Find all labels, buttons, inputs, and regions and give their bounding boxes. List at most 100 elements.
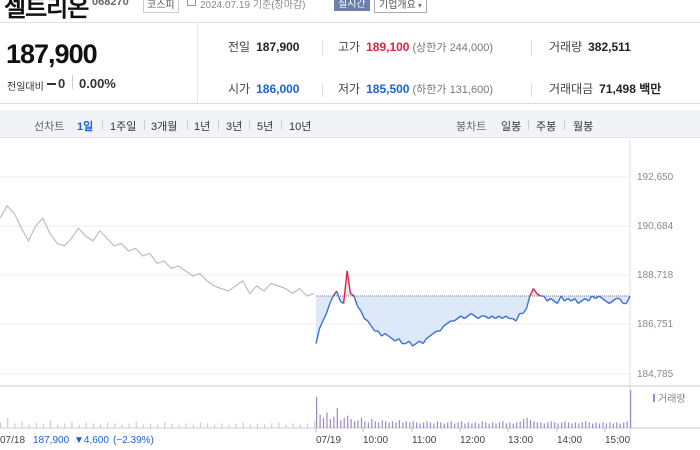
today-line-segment — [370, 325, 376, 332]
today-line-segment — [570, 297, 576, 302]
volume-bar-prev — [306, 423, 309, 428]
high-value: 189,100 — [366, 40, 410, 54]
price-chart[interactable]: 192,650 190,684 188,718 186,751 184,785 거래량 … — [0, 140, 700, 450]
today-line-segment — [563, 297, 569, 302]
stock-name[interactable]: 셀트리온 — [4, 0, 89, 22]
volume-bar-prev — [242, 422, 244, 428]
today-line-segment — [315, 328, 321, 344]
today-line-segment — [491, 315, 496, 320]
volume-bar-today — [481, 421, 483, 428]
low-value: 185,500 — [366, 82, 410, 96]
volume-bar-today — [395, 422, 397, 428]
volume-bar-today — [322, 417, 325, 428]
today-line-segment — [612, 297, 617, 302]
stock-header: 셀트리온 068270 코스피 2024.07.19 기준(장마감) 실시간 기… — [0, 0, 700, 22]
volume-bar-prev — [107, 422, 109, 428]
upper-limit: (상한가 244,000) — [412, 42, 493, 54]
period-1w[interactable]: 1주일 — [110, 121, 137, 133]
divider — [528, 120, 529, 130]
candle-daily[interactable]: 일봉 — [501, 121, 522, 133]
period-3m[interactable]: 3개월 — [151, 121, 178, 133]
volume-bar-today — [426, 421, 428, 428]
today-line-segment — [429, 332, 434, 337]
volume-bar-prev — [178, 424, 180, 428]
today-line-segment — [325, 303, 331, 314]
volume-bars: 거래량 — [0, 390, 686, 428]
volume-bar-prev — [121, 424, 123, 428]
volume-bar-today — [409, 422, 411, 428]
volume-bar-prev — [50, 420, 52, 428]
today-line-segment — [498, 315, 503, 320]
volume-bar-today — [492, 422, 494, 428]
today-line-segment — [560, 295, 565, 302]
volume-bar-today — [364, 421, 366, 428]
previous-day-line — [0, 204, 315, 297]
today-line-segment — [336, 290, 341, 302]
realtime-button[interactable]: 실시간 — [334, 0, 370, 11]
period-3y[interactable]: 3년 — [226, 121, 243, 133]
current-price: 187,900 — [6, 39, 98, 69]
volume-bar-prev — [92, 423, 94, 428]
divider — [322, 83, 323, 97]
today-line-segment — [398, 338, 403, 345]
volume-bar-today — [519, 421, 521, 428]
today-line-segment — [356, 305, 362, 312]
stock-code: 068270 — [92, 0, 129, 8]
today-line-segment — [619, 298, 624, 304]
volume-bar-prev — [157, 424, 159, 428]
today-line-segment — [415, 340, 420, 345]
volume-bar-prev — [85, 422, 87, 428]
volume-bar-prev — [221, 423, 223, 428]
volume-bar-prev — [142, 424, 144, 428]
volume-bar-prev — [207, 423, 209, 428]
volume-bar-today — [619, 423, 621, 428]
today-line-segment — [605, 300, 610, 305]
x-tick-label: 14:00 — [557, 435, 582, 446]
company-overview-button[interactable]: 기업개요 ▾ — [374, 0, 427, 13]
period-1y[interactable]: 1년 — [194, 121, 211, 133]
high-price: 고가 189,100 (상한가 244,000) — [338, 38, 493, 58]
today-line-segment — [422, 338, 427, 344]
y-tick-label: 188,718 — [637, 270, 674, 281]
divider — [564, 120, 565, 130]
today-line-segment — [318, 320, 324, 329]
volume-bar-today — [378, 422, 380, 428]
today-line-segment — [467, 312, 472, 317]
chart-footer: 07/18 187,900 ▼4,600 (−2.39%) — [0, 435, 154, 446]
volume-bar-today — [343, 417, 345, 428]
today-line-segment — [505, 315, 510, 320]
volume-bar-today — [547, 422, 549, 428]
today-line-segment — [394, 338, 400, 342]
volume-bar-today — [433, 423, 435, 428]
volume-bar-today — [336, 407, 338, 428]
y-tick-label: 184,785 — [637, 369, 674, 380]
period-5y[interactable]: 5년 — [257, 121, 274, 133]
today-line-segment — [588, 295, 593, 302]
divider — [72, 75, 73, 89]
volume-bar-today — [485, 422, 487, 428]
chart-grid — [0, 140, 700, 440]
volume-bar-prev — [128, 423, 130, 428]
line-chart-label[interactable]: 선차트 — [34, 121, 65, 133]
today-line-segment — [601, 297, 607, 302]
candle-monthly[interactable]: 월봉 — [573, 121, 594, 133]
volume-bar-today — [581, 422, 583, 428]
period-10y[interactable]: 10년 — [289, 121, 312, 133]
divider — [102, 120, 103, 130]
candle-chart-label[interactable]: 봉차트 — [456, 121, 487, 133]
today-line-segment — [363, 317, 369, 322]
open-label: 시가 — [228, 82, 251, 96]
volume-bar-prev — [292, 423, 294, 428]
volume: 거래량 382,511 — [549, 38, 631, 58]
volume-bar-today — [564, 421, 566, 428]
volume-bar-today — [350, 419, 352, 428]
high-label: 고가 — [338, 40, 361, 54]
today-line-segment — [577, 300, 583, 305]
candle-weekly[interactable]: 주봉 — [536, 121, 557, 133]
volume-bar-today — [602, 422, 604, 428]
volume-bar-prev — [7, 417, 9, 428]
period-1d[interactable]: 1일 — [77, 121, 94, 133]
volume-bar-today — [388, 422, 390, 428]
open-value: 186,000 — [256, 82, 300, 96]
change-percent: 0.00% — [79, 76, 116, 91]
